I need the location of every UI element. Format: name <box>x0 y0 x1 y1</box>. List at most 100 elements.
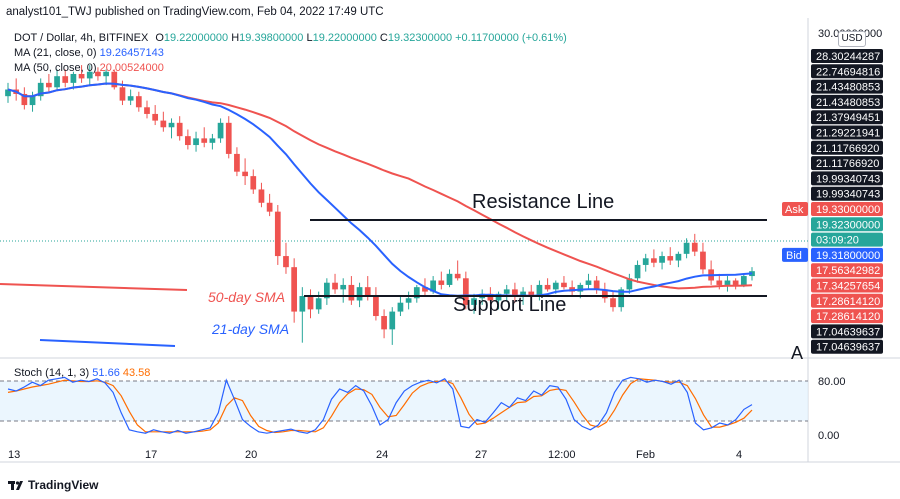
candle-body <box>536 284 543 297</box>
candle-body <box>667 256 674 261</box>
candle-body <box>21 93 28 106</box>
ohlc-change: +0.11700000 (+0.61%) <box>455 32 567 44</box>
time-axis-label: 13 <box>8 449 20 461</box>
candle-body <box>512 289 518 297</box>
candle-body <box>610 298 616 308</box>
candle-body <box>356 287 363 301</box>
support-label: Support Line <box>453 294 566 316</box>
candle-body <box>144 107 150 114</box>
candle-body <box>495 293 502 301</box>
ma50-legend-value: 20.00524000 <box>99 62 164 74</box>
time-axis-label: 24 <box>376 449 388 461</box>
ask-tag: Ask <box>785 204 804 216</box>
stoch-k-line <box>7 376 753 434</box>
ohlc-c-label: C <box>379 32 388 44</box>
candle-body <box>373 296 379 317</box>
publish-info: analyst101_TWJ published on TradingView.… <box>6 6 384 18</box>
bid-tag: Bid <box>786 250 802 262</box>
candle-body <box>430 280 437 292</box>
candle-body <box>250 176 257 190</box>
symbol-legend: DOT / Dollar, 4h, BITFINEX O19.22000000 … <box>14 32 567 44</box>
candle-body <box>732 280 739 285</box>
candle-body <box>135 96 142 108</box>
candle-body <box>193 138 199 146</box>
candle-body <box>242 171 248 177</box>
candle-body <box>291 267 298 312</box>
candle-body <box>274 211 281 257</box>
stoch-legend-label: Stoch (14, 1, 3) <box>14 367 90 379</box>
price-axis-label: 17.28614120 <box>816 311 880 323</box>
candle-body <box>552 282 559 290</box>
time-axis-label: 20 <box>245 449 257 461</box>
price-axis-label: 21.11766920 <box>816 158 879 170</box>
price-box <box>811 247 883 262</box>
candle-body <box>364 287 371 297</box>
price-axis-label: 21.43480853 <box>816 97 880 109</box>
candle-body <box>119 87 126 101</box>
price-box <box>811 324 883 339</box>
ma21-legend-label: MA (21, close, 0) <box>14 47 97 59</box>
candle-body <box>528 291 535 297</box>
price-box <box>811 309 883 324</box>
candle-body <box>29 96 36 106</box>
sma21-label: 21-day SMA <box>211 321 289 337</box>
stoch-axis-label: 0.00 <box>818 430 839 442</box>
price-box <box>811 186 883 201</box>
price-box <box>811 156 883 171</box>
candle-body <box>225 122 232 154</box>
time-axis-label: 12:00 <box>548 449 576 461</box>
price-axis-label: 21.11766920 <box>816 143 879 155</box>
candle-body <box>111 71 118 88</box>
ohlc-low: 19.22000000 <box>312 32 377 44</box>
candle-body <box>307 296 314 310</box>
currency-button[interactable]: USD <box>838 31 866 47</box>
candle-body <box>659 256 665 263</box>
price-axis-label: 19.33000000 <box>816 204 880 216</box>
candle-body <box>160 120 167 128</box>
candle-body <box>209 138 216 143</box>
ma21-legend: MA (21, close, 0) 19.26457143 <box>14 47 164 59</box>
sma21-legend-line <box>39 339 176 347</box>
candle-body <box>95 71 101 77</box>
candle-body <box>283 256 289 268</box>
price-axis-label: 17.34257654 <box>816 281 880 293</box>
candle-body <box>544 284 551 290</box>
symbol-title: DOT / Dollar, 4h, BITFINEX <box>14 32 149 44</box>
candle-body <box>323 282 330 299</box>
candle-body <box>691 242 698 252</box>
candle-body <box>413 287 420 299</box>
price-axis-label: 17.04639637 <box>816 342 880 354</box>
candle-body <box>675 253 682 261</box>
candle-body <box>217 122 224 139</box>
candle-body <box>299 296 306 312</box>
time-axis-label: 4 <box>736 449 742 461</box>
candle-body <box>438 280 445 285</box>
stoch-k-value: 51.66 <box>92 367 120 379</box>
candle-body <box>601 289 608 299</box>
price-box <box>811 339 883 354</box>
candle-body <box>405 298 412 303</box>
time-axis-label: 27 <box>475 449 487 461</box>
candle-body <box>389 311 396 330</box>
candle-body <box>176 122 183 137</box>
time-axis: 13 17 20 24 27 12:00 Feb 4 <box>8 449 742 461</box>
candle-body <box>422 287 428 292</box>
price-axis-label: 17.04639637 <box>816 326 880 338</box>
price-axis-label: 22.74694816 <box>816 66 880 78</box>
ohlc-o-label: O <box>155 32 164 44</box>
price-box <box>811 125 883 140</box>
candle-body <box>454 273 461 279</box>
candle-body <box>46 82 52 88</box>
stoch-axis-label: 80.00 <box>818 376 846 388</box>
price-axis-label: 28.30244287 <box>816 51 880 63</box>
ohlc-close: 19.32300000 <box>387 32 453 44</box>
candle-body <box>593 280 600 290</box>
stoch-d-value: 43.58 <box>122 367 151 379</box>
candle-body <box>503 289 510 294</box>
candle-body <box>716 280 723 285</box>
candle-body <box>62 76 69 83</box>
price-box <box>811 79 883 94</box>
candle-body <box>258 189 265 203</box>
price-box <box>811 202 883 216</box>
price-box <box>811 110 883 125</box>
